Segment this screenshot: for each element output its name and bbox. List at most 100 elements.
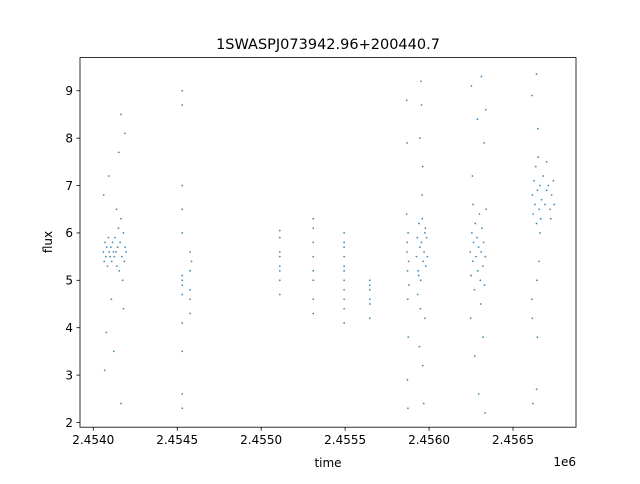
data-point <box>419 279 422 282</box>
data-point <box>416 236 419 239</box>
data-point <box>120 113 122 116</box>
data-point <box>420 104 423 106</box>
data-point <box>483 141 486 144</box>
data-point <box>117 151 120 154</box>
data-point <box>368 298 371 301</box>
data-point <box>482 336 485 339</box>
data-point <box>479 303 482 305</box>
data-point <box>553 203 556 206</box>
data-point <box>104 241 106 244</box>
data-point <box>484 412 487 414</box>
data-point <box>539 217 542 220</box>
data-point <box>278 265 281 267</box>
data-point <box>422 402 425 405</box>
data-point <box>533 179 535 182</box>
data-point <box>406 241 409 244</box>
data-point <box>114 236 116 239</box>
data-point <box>472 203 474 206</box>
x-tick-label: 2.4555 <box>324 433 366 447</box>
data-point <box>108 250 111 253</box>
data-point <box>421 194 423 196</box>
chart-title: 1SWASPJ073942.96+200440.7 <box>216 37 440 53</box>
y-tick-label: 2 <box>65 416 73 430</box>
data-point <box>278 236 281 239</box>
data-point <box>368 303 371 305</box>
data-point <box>482 241 485 244</box>
data-point <box>544 203 546 206</box>
data-point <box>112 350 115 353</box>
data-point <box>102 194 105 196</box>
data-point <box>181 350 184 353</box>
data-point <box>312 255 315 258</box>
data-point <box>312 298 315 301</box>
data-point <box>476 236 478 239</box>
data-point <box>115 250 117 253</box>
data-point <box>343 288 346 291</box>
data-point <box>537 156 540 159</box>
data-point <box>181 322 184 324</box>
data-point <box>421 364 424 367</box>
data-point <box>480 250 483 253</box>
data-point <box>343 241 346 244</box>
y-tick-label: 6 <box>65 226 73 240</box>
data-point <box>475 255 477 258</box>
data-point <box>343 255 346 258</box>
y-tick-label: 5 <box>65 274 73 288</box>
data-point <box>115 265 118 267</box>
data-point <box>481 227 483 230</box>
data-point <box>121 279 124 282</box>
data-point <box>312 241 315 244</box>
data-point <box>117 227 120 230</box>
data-point <box>189 288 191 291</box>
x-tick-label: 2.4545 <box>156 433 198 447</box>
data-point <box>538 208 540 211</box>
data-point <box>484 108 487 111</box>
data-point <box>481 265 484 267</box>
data-point <box>530 298 533 301</box>
data-point <box>485 208 488 211</box>
data-point <box>423 232 426 234</box>
data-point <box>102 250 105 253</box>
data-point <box>190 260 193 263</box>
data-point <box>107 175 110 177</box>
data-point <box>368 317 371 320</box>
data-point <box>471 260 474 263</box>
data-point <box>181 89 184 92</box>
data-point <box>181 104 184 106</box>
data-point <box>470 232 473 234</box>
data-point <box>425 236 428 239</box>
data-point <box>119 241 122 244</box>
data-point <box>181 284 184 286</box>
data-point <box>418 137 421 140</box>
data-point <box>181 407 184 410</box>
data-point <box>120 255 123 258</box>
data-point <box>483 284 486 286</box>
data-point <box>480 75 483 78</box>
data-point <box>111 241 114 244</box>
data-point <box>552 179 555 182</box>
data-point <box>477 246 480 249</box>
data-point <box>278 250 281 253</box>
data-point <box>550 194 553 196</box>
data-point <box>418 222 420 225</box>
data-point <box>532 213 535 215</box>
data-point <box>470 85 473 87</box>
data-point <box>116 246 119 249</box>
data-point <box>123 260 126 263</box>
x-axis-label: time <box>314 456 341 470</box>
data-point <box>538 184 541 187</box>
data-point <box>536 189 539 192</box>
data-point <box>469 250 472 253</box>
y-axis: 2 3 4 5 6 7 8 9 <box>65 84 80 430</box>
data-point <box>473 288 476 291</box>
data-point <box>473 355 476 358</box>
data-point <box>112 250 115 253</box>
data-point <box>189 250 191 253</box>
data-point <box>278 279 281 282</box>
data-point <box>478 213 481 215</box>
data-point <box>189 269 191 272</box>
data-point <box>405 213 408 215</box>
data-points <box>102 73 556 414</box>
data-point <box>417 269 420 272</box>
